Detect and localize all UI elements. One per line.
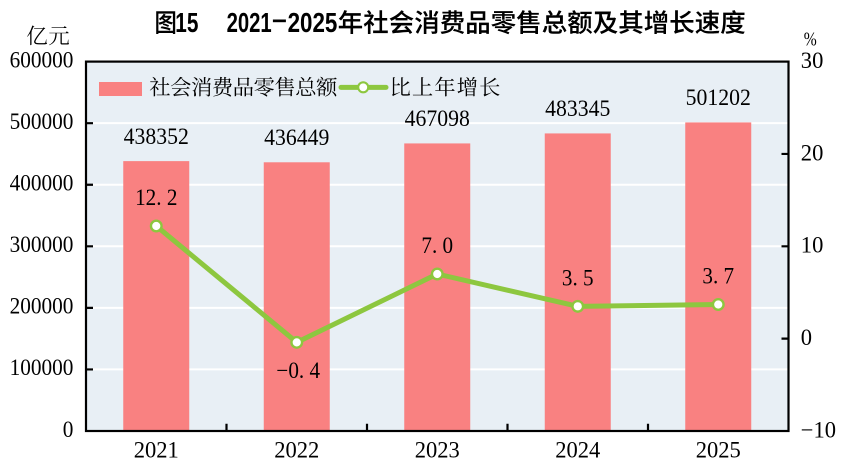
svg-text:−10: −10 (801, 417, 836, 442)
svg-text:−0. 4: −0. 4 (276, 357, 320, 383)
svg-text:436449: 436449 (264, 124, 329, 150)
svg-text:500000: 500000 (10, 108, 74, 134)
svg-text:2024: 2024 (555, 437, 601, 462)
svg-text:3. 5: 3. 5 (562, 265, 594, 291)
svg-text:7. 0: 7. 0 (421, 232, 453, 258)
svg-text:3. 7: 3. 7 (702, 263, 734, 289)
svg-text:2022: 2022 (274, 437, 319, 462)
svg-text:%: % (804, 28, 817, 50)
svg-text:0: 0 (801, 325, 812, 350)
svg-text:200000: 200000 (10, 293, 74, 319)
svg-text:501202: 501202 (686, 85, 751, 111)
svg-text:438352: 438352 (124, 123, 189, 149)
svg-text:10: 10 (801, 232, 824, 257)
svg-text:0: 0 (63, 416, 74, 442)
svg-text:2023: 2023 (415, 437, 460, 462)
svg-text:30: 30 (801, 48, 824, 73)
svg-text:467098: 467098 (405, 106, 470, 132)
svg-text:12. 2: 12. 2 (135, 184, 177, 210)
svg-text:2021: 2021 (227, 8, 272, 39)
svg-text:600000: 600000 (10, 47, 74, 73)
svg-text:300000: 300000 (10, 231, 74, 257)
svg-text:2021: 2021 (134, 437, 179, 462)
svg-text:2025: 2025 (288, 7, 338, 38)
svg-text:400000: 400000 (10, 170, 74, 196)
svg-text:20: 20 (801, 140, 824, 165)
svg-text:2025: 2025 (696, 437, 741, 462)
svg-text:483345: 483345 (545, 96, 610, 122)
svg-text:15: 15 (175, 8, 198, 39)
svg-text:100000: 100000 (10, 354, 74, 380)
